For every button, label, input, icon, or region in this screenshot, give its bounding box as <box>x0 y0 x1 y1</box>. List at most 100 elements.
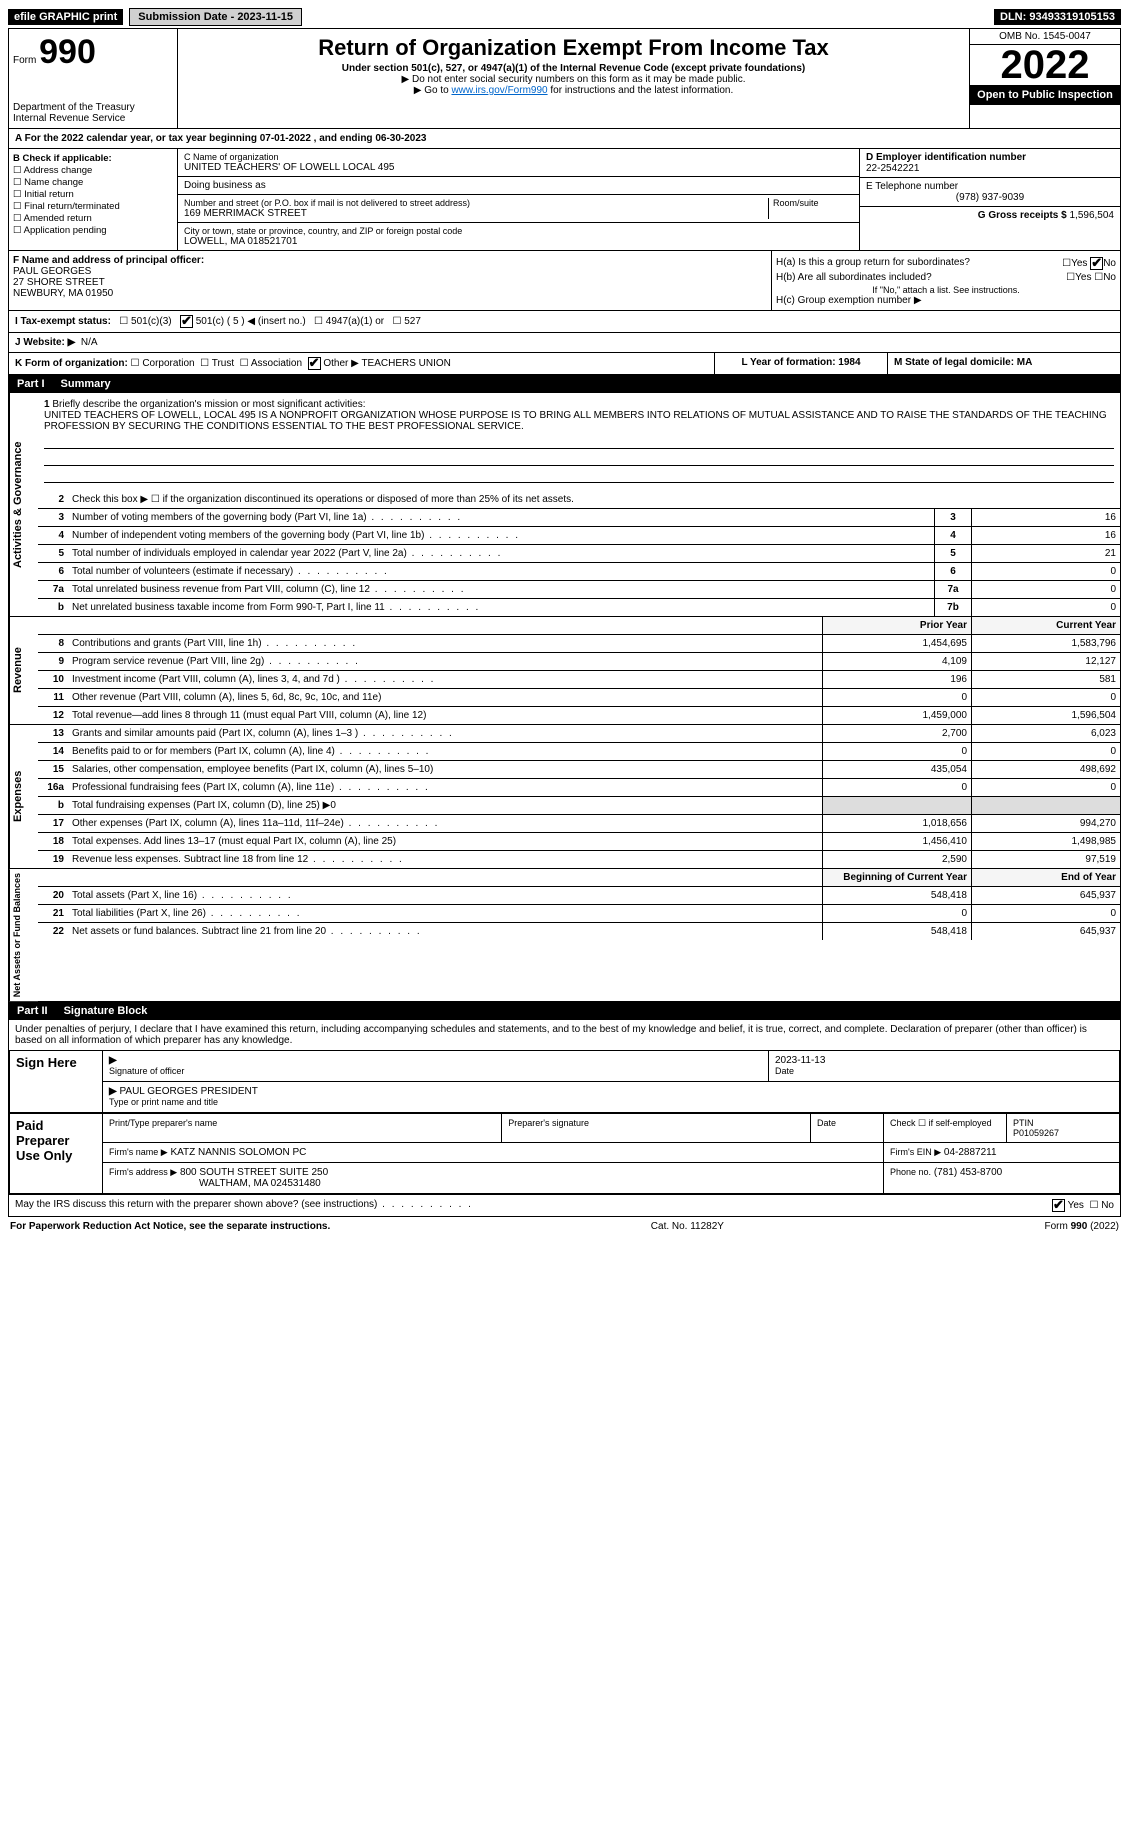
phone: (978) 937-9039 <box>866 192 1114 203</box>
sig-date: 2023-11-13 <box>775 1055 825 1066</box>
firm-name: KATZ NANNIS SOLOMON PC <box>170 1147 306 1158</box>
ptin-label: PTIN <box>1013 1118 1034 1128</box>
form-container: Form 990 Department of the Treasury Inte… <box>8 28 1121 1217</box>
cat-number: Cat. No. 11282Y <box>651 1221 724 1232</box>
m-state: M State of legal domicile: MA <box>887 353 1120 374</box>
table-row: 5Total number of individuals employed in… <box>38 545 1120 563</box>
b-opt-amended[interactable]: ☐ Amended return <box>13 213 173 224</box>
org-name: UNITED TEACHERS' OF LOWELL LOCAL 495 <box>184 162 853 173</box>
revenue-section: Revenue Prior YearCurrent Year 8Contribu… <box>9 617 1120 725</box>
f-label: F Name and address of principal officer: <box>13 255 204 266</box>
title-block: Return of Organization Exempt From Incom… <box>178 29 969 128</box>
officer-name: PAUL GEORGES <box>13 266 91 277</box>
501c-checkbox[interactable] <box>180 315 193 328</box>
officer-group-row: F Name and address of principal officer:… <box>9 251 1120 311</box>
dln-label: DLN: 93493319105153 <box>994 9 1121 25</box>
self-employed-check[interactable]: Check ☐ if self-employed <box>884 1114 1007 1143</box>
penalty-statement: Under penalties of perjury, I declare th… <box>15 1024 1114 1046</box>
paid-preparer-label: Paid Preparer Use Only <box>10 1114 103 1194</box>
top-bar: efile GRAPHIC print Submission Date - 20… <box>8 8 1121 26</box>
expenses-table: 13Grants and similar amounts paid (Part … <box>38 725 1120 868</box>
table-row: 21Total liabilities (Part X, line 26)00 <box>38 905 1120 923</box>
addr-label: Number and street (or P.O. box if mail i… <box>184 198 768 208</box>
table-row: 14Benefits paid to or for members (Part … <box>38 743 1120 761</box>
table-row: 17Other expenses (Part IX, column (A), l… <box>38 815 1120 833</box>
i-label: I Tax-exempt status: <box>15 316 111 327</box>
ssn-note: ▶ Do not enter social security numbers o… <box>182 74 965 85</box>
firm-addr-label: Firm's address ▶ <box>109 1167 177 1177</box>
table-row: 7aTotal unrelated business revenue from … <box>38 581 1120 599</box>
firm-phone-label: Phone no. <box>890 1167 931 1177</box>
k-other-val: TEACHERS UNION <box>361 358 450 369</box>
table-row: 18Total expenses. Add lines 13–17 (must … <box>38 833 1120 851</box>
pra-notice: For Paperwork Reduction Act Notice, see … <box>10 1221 330 1232</box>
firm-name-label: Firm's name ▶ <box>109 1147 168 1157</box>
c-label: C Name of organization <box>184 152 853 162</box>
gross-receipts: 1,596,504 <box>1070 210 1115 221</box>
col-b: B Check if applicable: ☐ Address change … <box>9 149 178 250</box>
col-d: D Employer identification number 22-2542… <box>860 149 1120 250</box>
submission-date-button[interactable]: Submission Date - 2023-11-15 <box>129 8 302 26</box>
e-label: E Telephone number <box>866 181 1114 192</box>
date-label: Date <box>775 1066 794 1076</box>
discuss-question: May the IRS discuss this return with the… <box>15 1199 473 1212</box>
h-c-label: H(c) Group exemption number ▶ <box>776 295 1116 306</box>
table-row: bNet unrelated business taxable income f… <box>38 599 1120 617</box>
ptin-value: P01059267 <box>1013 1128 1059 1138</box>
ha-no-checkbox[interactable] <box>1090 257 1103 270</box>
rev-side-label: Revenue <box>9 617 38 724</box>
g-label: G Gross receipts $ <box>978 210 1067 221</box>
website-row: J Website: ▶ N/A <box>9 333 1120 353</box>
h-note: If "No," attach a list. See instructions… <box>776 285 1116 295</box>
part1-header: Part I Summary <box>9 375 1120 393</box>
na-side-label: Net Assets or Fund Balances <box>9 869 38 1001</box>
arrow-icon: ▶ <box>109 1086 117 1097</box>
website-val: N/A <box>81 337 98 348</box>
discuss-yes-checkbox[interactable] <box>1052 1199 1065 1212</box>
prep-date-header: Date <box>811 1114 884 1143</box>
signature-block: Under penalties of perjury, I declare th… <box>9 1024 1120 1216</box>
table-row: 19Revenue less expenses. Subtract line 1… <box>38 851 1120 869</box>
table-row: 8Contributions and grants (Part VIII, li… <box>38 635 1120 653</box>
open-public-label: Open to Public Inspection <box>970 85 1120 105</box>
b-opt-pending[interactable]: ☐ Application pending <box>13 225 173 236</box>
b-opt-name[interactable]: ☐ Name change <box>13 177 173 188</box>
year-box: OMB No. 1545-0047 2022 Open to Public In… <box>969 29 1120 128</box>
l-year: L Year of formation: 1984 <box>714 353 887 374</box>
table-row: bTotal fundraising expenses (Part IX, co… <box>38 797 1120 815</box>
dept-label: Department of the Treasury <box>13 102 173 113</box>
table-row: 3Number of voting members of the governi… <box>38 509 1120 527</box>
table-row: 11Other revenue (Part VIII, column (A), … <box>38 689 1120 707</box>
b-opt-address[interactable]: ☐ Address change <box>13 165 173 176</box>
prep-name-header: Print/Type preparer's name <box>103 1114 502 1143</box>
table-row: 4Number of independent voting members of… <box>38 527 1120 545</box>
gov-lines-table: 2Check this box ▶ ☐ if the organization … <box>38 491 1120 616</box>
col-c: C Name of organization UNITED TEACHERS' … <box>178 149 860 250</box>
k-label: K Form of organization: <box>15 358 128 369</box>
form-label: Form <box>13 55 36 66</box>
gov-side-label: Activities & Governance <box>9 393 38 616</box>
expenses-section: Expenses 13Grants and similar amounts pa… <box>9 725 1120 869</box>
type-name-label: Type or print name and title <box>109 1097 218 1107</box>
b-opt-initial[interactable]: ☐ Initial return <box>13 189 173 200</box>
form-header: Form 990 Department of the Treasury Inte… <box>9 29 1120 129</box>
firm-phone: (781) 453-8700 <box>934 1167 1002 1178</box>
ein: 22-2542221 <box>866 163 919 174</box>
room-label: Room/suite <box>768 198 853 219</box>
firm-address: 800 SOUTH STREET SUITE 250 <box>180 1167 328 1178</box>
instructions-link[interactable]: www.irs.gov/Form990 <box>451 85 547 96</box>
mission-block: 1 Briefly describe the organization's mi… <box>38 393 1120 491</box>
officer-addr1: 27 SHORE STREET <box>13 277 105 288</box>
f-box: F Name and address of principal officer:… <box>9 251 772 310</box>
officer-addr2: NEWBURY, MA 01950 <box>13 288 113 299</box>
h-box: H(a) Is this a group return for subordin… <box>772 251 1120 310</box>
k-other-checkbox[interactable] <box>308 357 321 370</box>
b-opt-final[interactable]: ☐ Final return/terminated <box>13 201 173 212</box>
exp-side-label: Expenses <box>9 725 38 868</box>
goto-note: ▶ Go to www.irs.gov/Form990 for instruct… <box>182 85 965 96</box>
form-subtitle: Under section 501(c), 527, or 4947(a)(1)… <box>182 63 965 74</box>
table-row: 2Check this box ▶ ☐ if the organization … <box>38 491 1120 509</box>
form-footer: Form 990 (2022) <box>1045 1221 1119 1232</box>
d-label: D Employer identification number <box>866 152 1026 163</box>
tax-exempt-row: I Tax-exempt status: ☐ 501(c)(3) 501(c) … <box>9 311 1120 333</box>
